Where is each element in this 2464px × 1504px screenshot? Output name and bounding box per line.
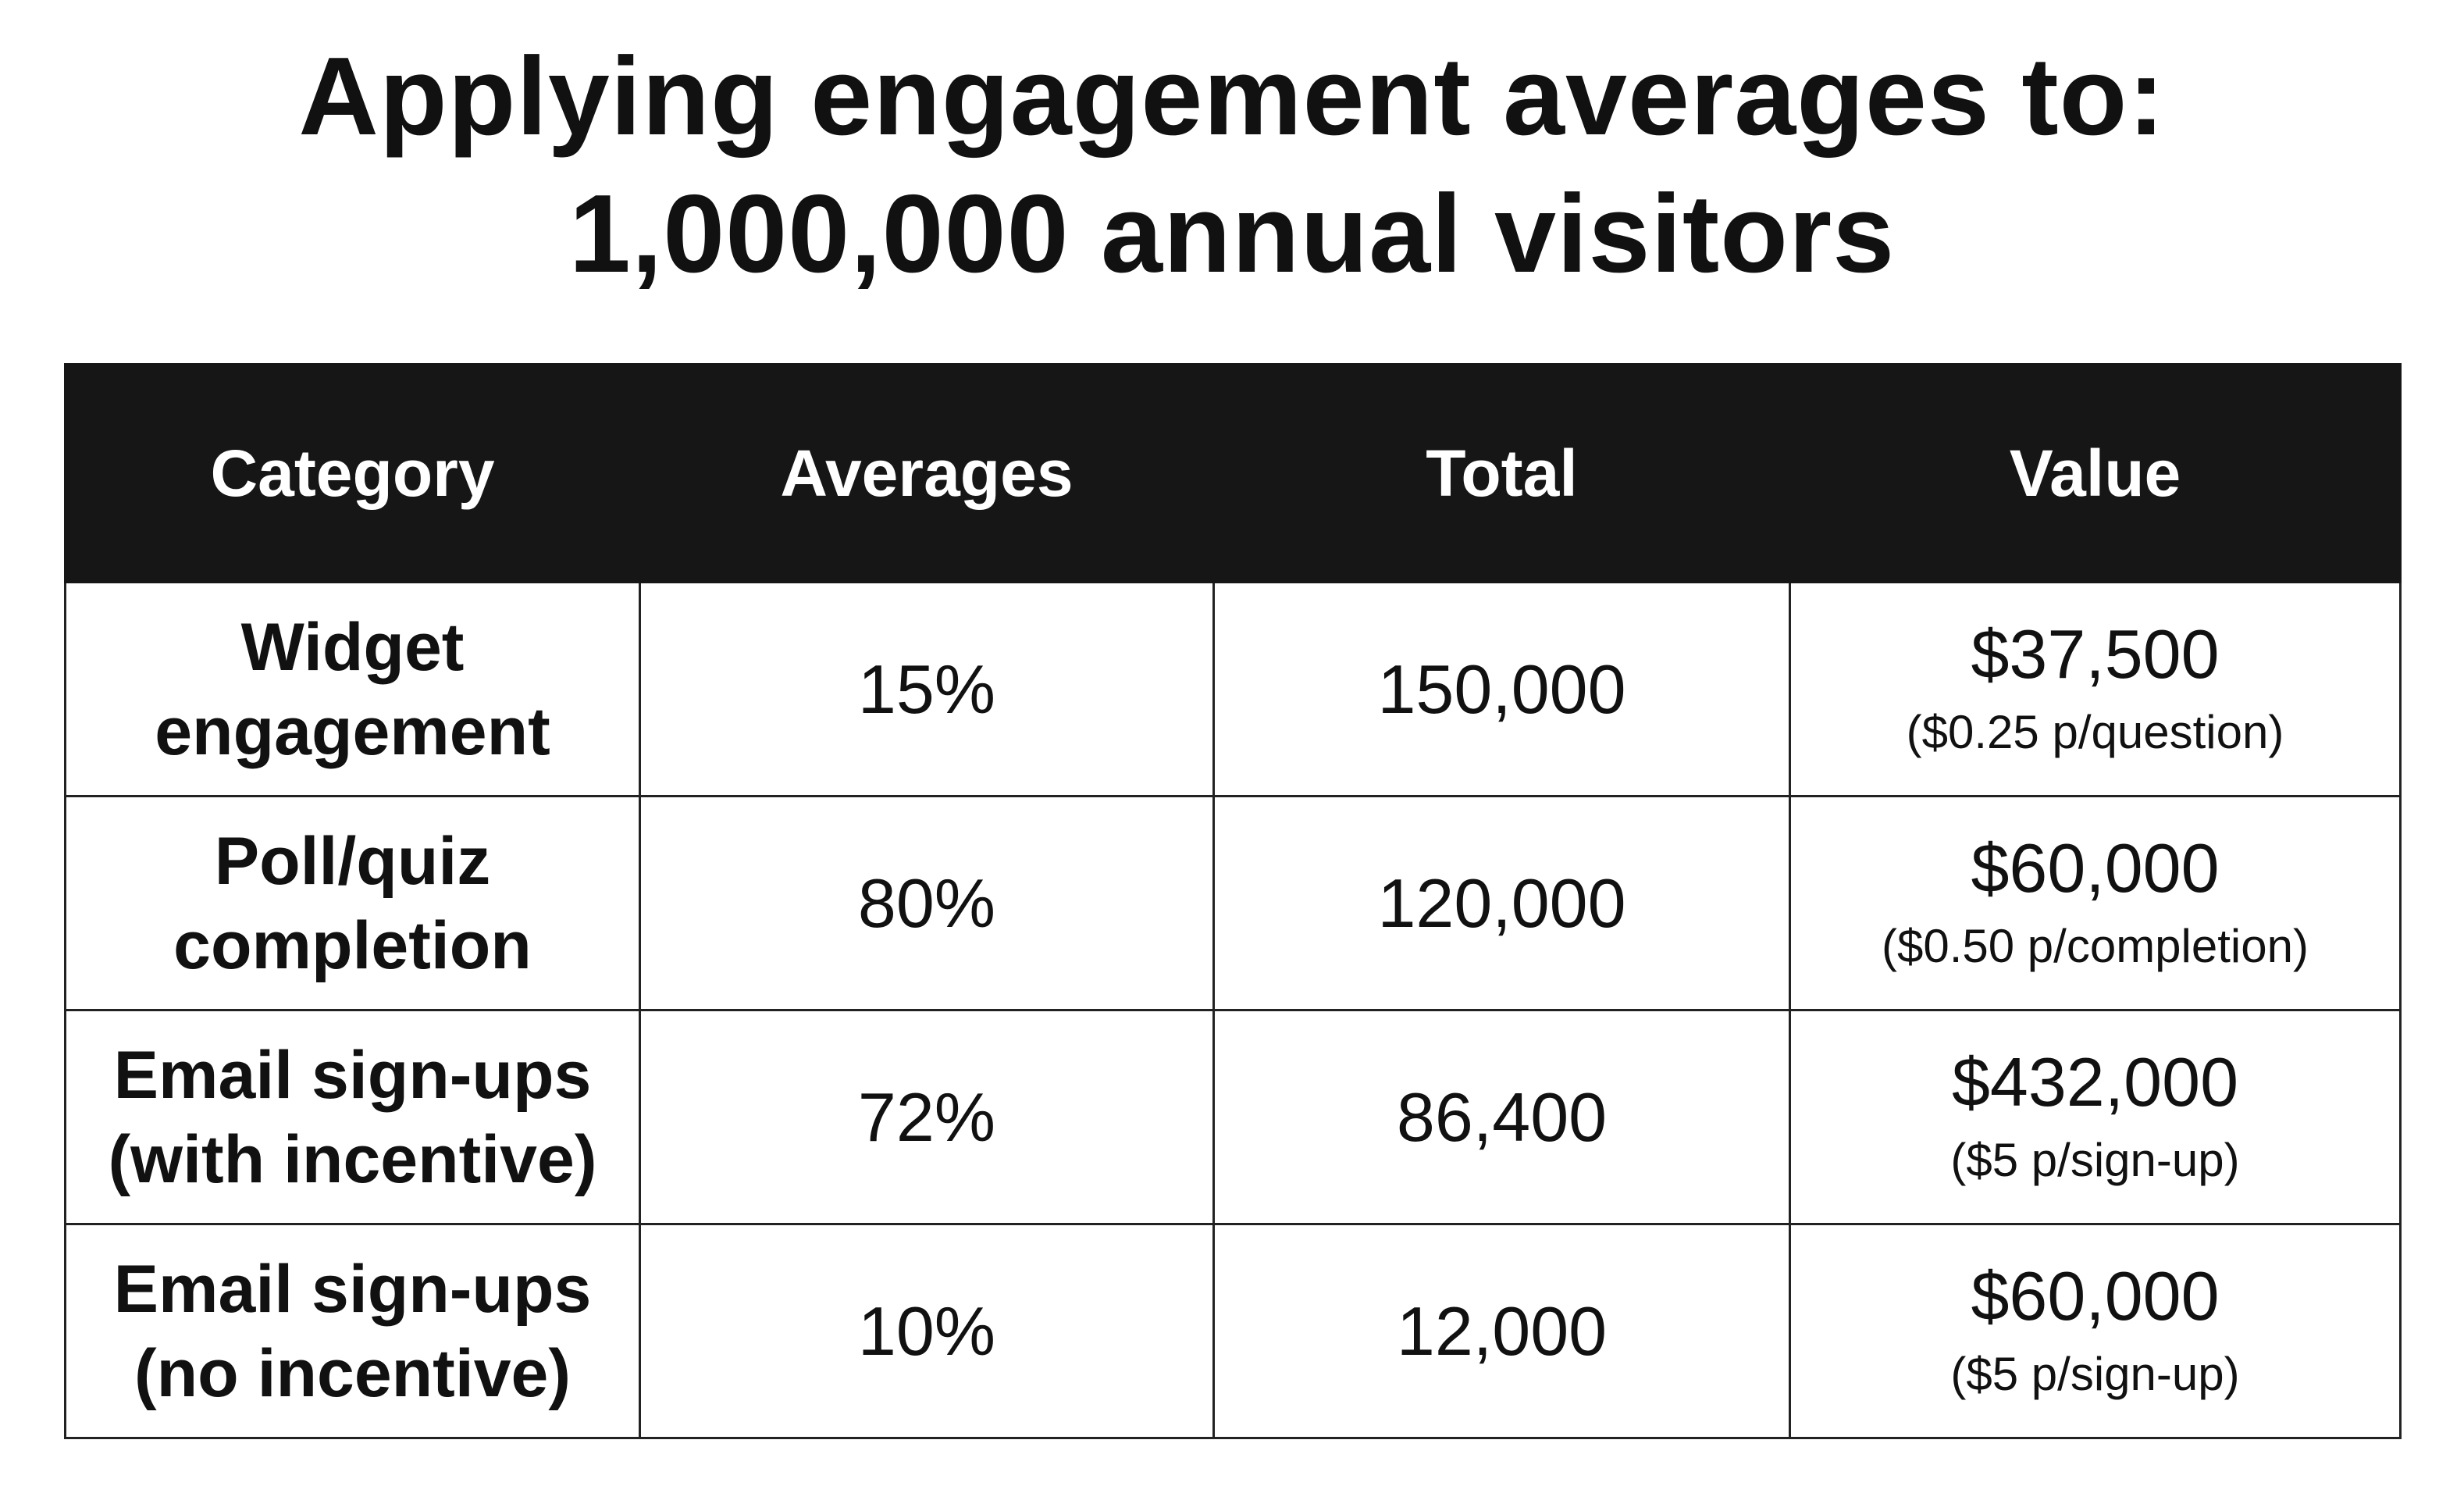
table-row: Widget engagement 15% 150,000 $37,500 ($0.25 … [64,581,2402,797]
category-cell: Poll/quiz completion [64,795,641,1011]
total-cell: 150,000 [1212,581,1791,797]
category-line2: (no incentive) [134,1335,571,1411]
category-line2: (with incentive) [108,1121,597,1197]
page-title-line1: Applying engagement averages to: [298,34,2166,159]
value-amount: $60,000 [1971,1256,2220,1335]
header-total: Total [1212,363,1791,583]
table-header-row: Category Averages Total Value [64,363,2402,583]
page-title-line2: 1,000,000 annual visitors [568,172,1896,296]
category-line1: Email sign-ups [113,1037,592,1113]
total-cell: 86,400 [1212,1009,1791,1225]
total-cell: 120,000 [1212,795,1791,1011]
total-cell: 12,000 [1212,1223,1791,1439]
value-note: ($5 p/sign-up) [1950,1133,2240,1186]
average-cell: 80% [639,795,1215,1011]
value-note: ($0.25 p/question) [1906,705,2284,758]
average-cell: 72% [639,1009,1215,1225]
header-averages: Averages [639,363,1215,583]
value-note: ($0.50 p/completion) [1882,919,2309,972]
average-cell: 15% [639,581,1215,797]
value-amount: $432,000 [1951,1042,2239,1121]
category-cell: Email sign-ups (no incentive) [64,1223,641,1439]
average-cell: 10% [639,1223,1215,1439]
category-cell: Email sign-ups (with incentive) [64,1009,641,1225]
table-row: Email sign-ups (no incentive) 10% 12,000 $60… [64,1223,2402,1439]
category-line1: Email sign-ups [113,1251,592,1327]
value-cell: $432,000 ($5 p/sign-up) [1789,1009,2402,1225]
header-category: Category [64,363,641,583]
value-cell: $37,500 ($0.25 p/question) [1789,581,2402,797]
value-amount: $37,500 [1971,615,2220,693]
category-line1: Widget [240,609,465,685]
value-amount: $60,000 [1971,829,2220,907]
header-value: Value [1789,363,2402,583]
category-line1: Poll/quiz [214,823,491,899]
value-cell: $60,000 ($5 p/sign-up) [1789,1223,2402,1439]
engagement-table: Category Averages Total Value Widget enga… [64,363,2402,1439]
table-row: Poll/quiz completion 80% 120,000 $60,000 ($0.… [64,795,2402,1011]
value-cell: $60,000 ($0.50 p/completion) [1789,795,2402,1011]
category-line2: engagement [155,693,550,769]
value-note: ($5 p/sign-up) [1950,1347,2240,1400]
table-row: Email sign-ups (with incentive) 72% 86,400 $… [64,1009,2402,1225]
category-line2: completion [173,907,532,983]
category-cell: Widget engagement [64,581,641,797]
